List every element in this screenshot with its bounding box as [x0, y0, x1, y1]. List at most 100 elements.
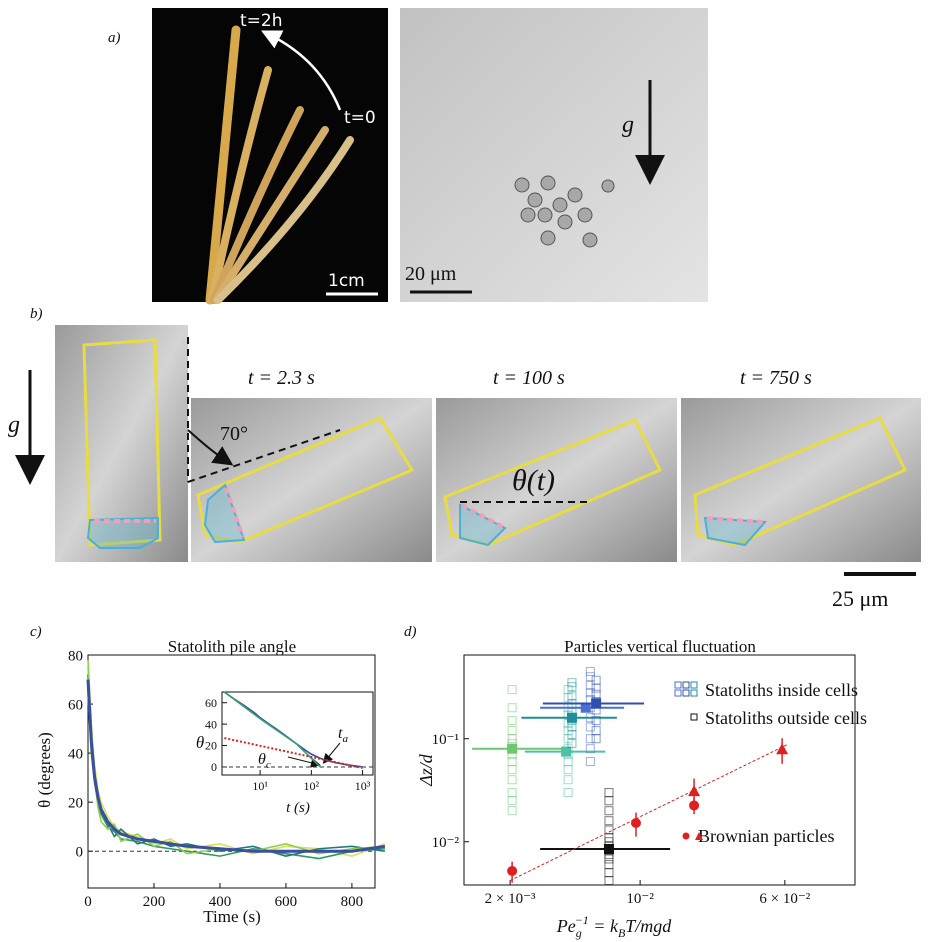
- annotation: t=0: [344, 108, 376, 128]
- data-point: [604, 868, 614, 878]
- y-tick-label: 10⁻²: [432, 835, 460, 851]
- legend-marker: [682, 681, 690, 689]
- data-line: [87, 659, 385, 855]
- annotation: g: [8, 412, 20, 438]
- data-point: [585, 672, 595, 682]
- annotation: g: [622, 112, 634, 138]
- data-point: [585, 680, 595, 690]
- y-tick-label: 60: [68, 697, 83, 713]
- data-point: [591, 726, 601, 736]
- annotation-arrow: [287, 756, 321, 768]
- mean-point: [580, 702, 591, 713]
- data-point: [604, 806, 614, 816]
- data-point: [507, 788, 517, 798]
- data-point: [591, 734, 601, 744]
- data-point: [567, 691, 577, 701]
- panel-label: b): [30, 306, 43, 322]
- annotation: t = 100 s: [493, 367, 565, 389]
- cell-photo: [55, 325, 188, 562]
- data-point: [507, 716, 517, 726]
- legend-label: Brownian particles: [698, 826, 834, 846]
- x-tick-label: 800: [341, 894, 364, 910]
- y-tick-label: 20: [68, 795, 83, 811]
- y-axis-label: θ: [196, 733, 204, 752]
- data-point: [585, 713, 595, 723]
- y-axis-label: θ (degrees): [35, 732, 54, 808]
- data-point: [585, 734, 595, 744]
- legend-marker: [674, 689, 682, 697]
- data-point: [591, 683, 601, 693]
- statolith-piles: [86, 483, 768, 549]
- data-point: [591, 716, 601, 726]
- y-tick-label: 0: [76, 844, 84, 860]
- x-tick-label: 0: [84, 894, 92, 910]
- legend-marker: [674, 689, 682, 697]
- data-point: [563, 757, 573, 767]
- y-tick-label: 10⁻¹: [432, 732, 459, 748]
- axes-frame: [87, 654, 376, 889]
- cell-photo: [400, 8, 708, 302]
- data-point: [604, 876, 614, 886]
- data-point: [688, 785, 701, 797]
- x-axis-label: Time (s): [203, 907, 260, 926]
- x-tick-label: 10⁻²: [626, 891, 654, 907]
- annotation: ta: [338, 725, 348, 745]
- x-tick-label: 200: [143, 894, 166, 910]
- chart-title: Statolith pile angle: [168, 637, 296, 656]
- annotation: t=2h: [240, 11, 283, 31]
- data-point: [507, 865, 518, 876]
- data-point: [507, 765, 517, 775]
- plant-photo: [152, 8, 388, 302]
- data-point: [563, 788, 573, 798]
- angle-arrow: [187, 429, 234, 466]
- data-point: [591, 689, 601, 699]
- mean-point: [561, 746, 572, 757]
- annotation: 20 μm: [405, 263, 457, 285]
- data-point: [507, 806, 517, 816]
- mean-point: [507, 743, 518, 754]
- data-point: [507, 685, 517, 695]
- data-point: [630, 817, 641, 828]
- legend-label: Statoliths outside cells: [705, 708, 867, 728]
- annotation: 1cm: [328, 271, 365, 291]
- data-line: [223, 691, 321, 768]
- data-point: [507, 775, 517, 785]
- legend-marker: [674, 681, 682, 689]
- data-point: [563, 775, 573, 785]
- x-tick-label: 6 × 10⁻²: [759, 891, 810, 907]
- annotation: 25 μm: [832, 586, 888, 611]
- data-line: [224, 737, 363, 770]
- x-tick-label: 2 × 10⁻³: [485, 891, 536, 907]
- panel-label: d): [404, 624, 417, 640]
- data-point: [776, 743, 789, 755]
- x-axis-label: Peg−1 = kBT/mgd: [556, 913, 673, 940]
- mean-point: [603, 843, 614, 854]
- data-line: [87, 667, 386, 857]
- x-tick-label: 10³: [355, 779, 371, 793]
- data-point: [604, 788, 614, 798]
- data-point: [604, 816, 614, 826]
- x-axis-label: t (s): [286, 800, 310, 816]
- data-point: [585, 688, 595, 698]
- annotation: θ(t): [512, 464, 555, 497]
- data-point: [585, 744, 595, 754]
- data-point: [507, 726, 517, 736]
- y-axis-label: Δz/d: [416, 753, 436, 787]
- x-tick-label: 10²: [304, 779, 320, 793]
- data-point: [507, 796, 517, 806]
- statoliths: [514, 175, 615, 248]
- data-point: [604, 825, 614, 835]
- data-point: [507, 757, 517, 767]
- data-point: [567, 678, 577, 688]
- legend-marker: [682, 689, 690, 697]
- reference-line: [187, 429, 341, 483]
- legend-marker: [690, 689, 698, 697]
- axes-frame: [221, 691, 374, 776]
- pile-lines: [94, 487, 764, 538]
- x-tick-label: 600: [275, 894, 298, 910]
- data-point: [585, 757, 595, 767]
- annotation: θc: [258, 751, 271, 771]
- legend-marker: [682, 681, 690, 689]
- fit-line: [509, 743, 788, 881]
